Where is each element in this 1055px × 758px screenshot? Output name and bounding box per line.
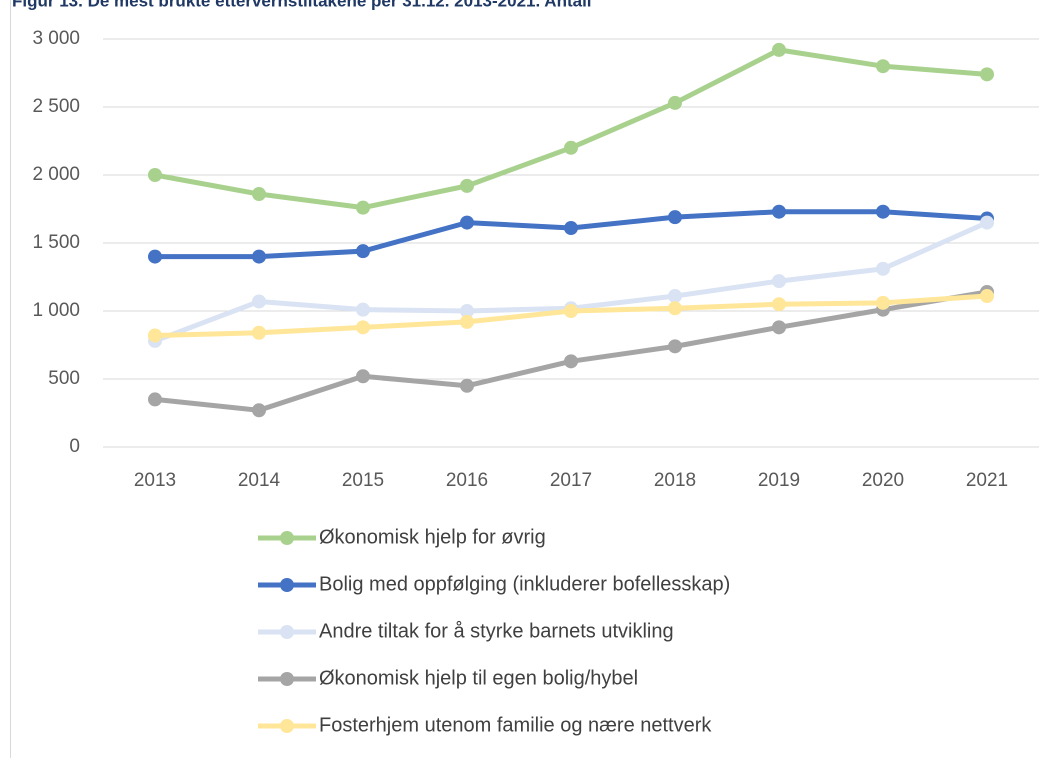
- data-point: [252, 294, 266, 309]
- y-tick-label: 2 500: [32, 96, 80, 117]
- data-point: [772, 297, 786, 312]
- y-tick-label: 3 000: [32, 28, 80, 49]
- legend-marker: [280, 719, 294, 733]
- data-point: [148, 328, 162, 343]
- data-point: [876, 295, 890, 310]
- x-tick-label: 2021: [966, 470, 1008, 491]
- x-tick-label: 2020: [862, 470, 904, 491]
- legend-marker: [280, 672, 294, 686]
- x-tick-label: 2014: [238, 470, 281, 491]
- data-point: [564, 140, 578, 155]
- x-tick-label: 2017: [550, 470, 592, 491]
- data-point: [148, 249, 162, 264]
- data-point: [980, 67, 994, 82]
- data-point: [564, 221, 578, 236]
- data-point: [668, 301, 682, 316]
- legend-marker: [280, 578, 294, 592]
- y-tick-label: 0: [69, 436, 80, 457]
- y-tick-label: 1 000: [32, 300, 80, 321]
- data-point: [148, 168, 162, 182]
- y-tick-label: 500: [48, 368, 80, 389]
- x-tick-label: 2019: [758, 470, 800, 491]
- data-point: [252, 403, 266, 418]
- data-point: [876, 59, 890, 74]
- data-point: [148, 392, 162, 407]
- data-point: [980, 289, 994, 304]
- legend-label: Økonomisk hjelp til egen bolig/hybel: [319, 667, 638, 689]
- chart-title: Figur 13. De mest brukte ettervernstilta…: [12, 0, 592, 10]
- x-tick-label: 2016: [446, 470, 488, 491]
- x-tick-label: 2013: [134, 470, 176, 491]
- data-point: [668, 339, 682, 354]
- data-point: [772, 204, 786, 219]
- data-point: [668, 289, 682, 304]
- data-point: [460, 314, 474, 329]
- data-point: [460, 178, 474, 193]
- legend-label: Andre tiltak for å styrke barnets utvikl…: [319, 620, 674, 642]
- data-point: [252, 325, 266, 340]
- x-tick-label: 2018: [654, 470, 696, 491]
- data-point: [252, 249, 266, 264]
- data-point: [460, 378, 474, 393]
- legend-label: Bolig med oppfølging (inkluderer bofelle…: [319, 573, 730, 595]
- data-point: [460, 304, 474, 318]
- data-point: [876, 261, 890, 276]
- data-point: [772, 320, 786, 335]
- data-point: [356, 244, 370, 259]
- y-tick-label: 2 000: [32, 164, 80, 185]
- data-point: [980, 215, 994, 230]
- data-point: [252, 187, 266, 202]
- data-point: [772, 42, 786, 57]
- x-tick-label: 2015: [342, 470, 384, 491]
- legend-marker: [280, 625, 294, 639]
- data-point: [876, 204, 890, 219]
- data-point: [356, 302, 370, 317]
- data-point: [356, 369, 370, 384]
- data-point: [564, 304, 578, 318]
- data-point: [356, 200, 370, 215]
- series-line: [154, 220, 989, 344]
- series-line: [154, 47, 988, 211]
- data-point: [356, 320, 370, 335]
- legend-label: Økonomisk hjelp for øvrig: [319, 526, 546, 548]
- y-tick-label: 1 500: [32, 232, 80, 253]
- data-point: [668, 95, 682, 110]
- legend-label: Fosterhjem utenom familie og nære nettve…: [319, 714, 712, 736]
- data-point: [460, 215, 474, 230]
- data-point: [668, 210, 682, 225]
- legend-marker: [280, 531, 294, 545]
- data-point: [564, 354, 578, 369]
- data-point: [772, 274, 786, 289]
